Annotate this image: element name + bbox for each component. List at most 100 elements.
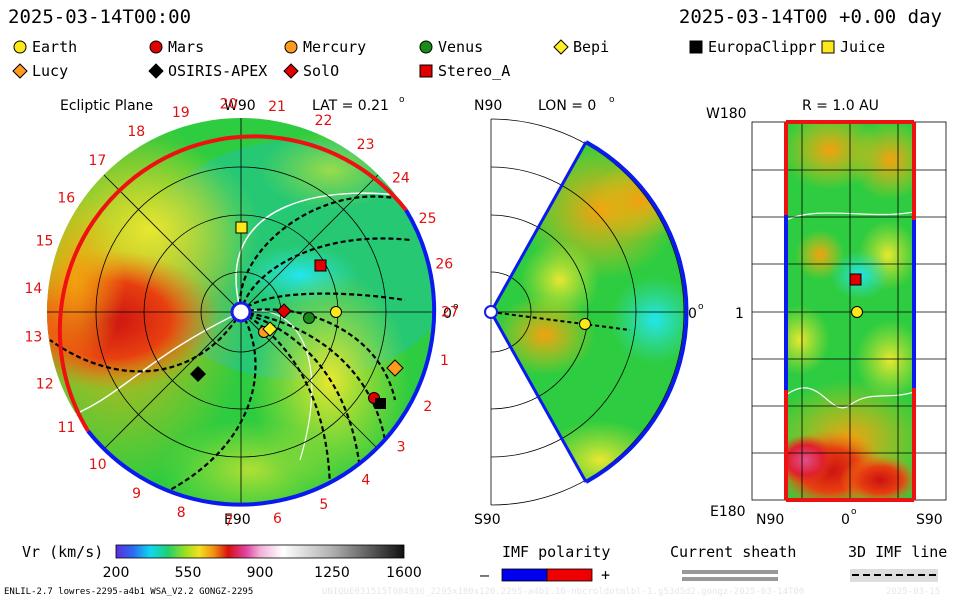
day-label: 10 bbox=[89, 457, 107, 473]
day-label: 11 bbox=[58, 420, 76, 436]
run-id-watermark: UNIQUE031515T084936_2295x180x120.2295-a4… bbox=[322, 587, 805, 597]
day-label: 14 bbox=[24, 281, 42, 297]
day-label: 18 bbox=[127, 124, 145, 140]
osiris-apex-marker bbox=[190, 366, 206, 382]
earth-marker-radial bbox=[851, 306, 863, 318]
juice-marker bbox=[235, 221, 248, 234]
velocity-colorbar: 200 550 900 1250 1600 bbox=[103, 544, 422, 581]
bepi-marker bbox=[262, 321, 278, 337]
meridional-lon-label: LON = 0 bbox=[538, 98, 596, 114]
day-label: 19 bbox=[172, 105, 190, 121]
diamond-marker-icon bbox=[553, 39, 569, 55]
lucy-marker bbox=[386, 359, 404, 377]
meridional-heatmap bbox=[491, 142, 687, 482]
meridional-bottom-label: S90 bbox=[474, 512, 501, 528]
diamond-marker-icon bbox=[283, 63, 299, 79]
earth-marker bbox=[330, 306, 342, 318]
radial-x-left-label: N90 bbox=[756, 512, 784, 528]
sun-icon bbox=[230, 301, 252, 323]
legend-label: Stereo_A bbox=[438, 62, 511, 80]
day-label: 8 bbox=[177, 505, 186, 521]
legend-label: SolO bbox=[303, 62, 340, 80]
day-label: 12 bbox=[36, 377, 54, 393]
legend-item-stereo-a: Stereo_A bbox=[418, 62, 510, 80]
radial-x-mid-label: 0 bbox=[841, 512, 850, 528]
legend-item-lucy: Lucy bbox=[12, 62, 68, 80]
radial-panel: W180 R = 1.0 AU 1 E180 N90 0 o S90 bbox=[706, 98, 947, 528]
diamond-marker-icon bbox=[12, 63, 28, 79]
colorbar-tick-label: 900 bbox=[247, 565, 274, 581]
meridional-lon-degree: o bbox=[609, 95, 615, 105]
stereo-a-marker bbox=[314, 259, 327, 272]
legend-item-venus: Venus bbox=[418, 38, 483, 56]
legend-item-europaclippr: EuropaClippr bbox=[688, 38, 816, 56]
imf3d-swatch bbox=[850, 569, 938, 582]
colorbar-tick-label: 200 bbox=[103, 565, 130, 581]
day-label: 21 bbox=[268, 99, 286, 115]
right-timestamp: 2025-03-14T00 +0.00 day bbox=[678, 6, 942, 28]
circle-marker-icon bbox=[284, 40, 298, 54]
sun-icon-meridional bbox=[484, 305, 498, 319]
meridional-boundary bbox=[585, 140, 689, 484]
legend-label: Mercury bbox=[303, 38, 367, 56]
day-label: 16 bbox=[57, 190, 75, 206]
day-label: 5 bbox=[319, 497, 328, 513]
legend-item-mercury: Mercury bbox=[283, 38, 366, 56]
solo-marker bbox=[276, 303, 292, 319]
ecliptic-boundary-positive bbox=[57, 134, 408, 433]
day-label: 22 bbox=[315, 113, 333, 129]
radial-r-label: R = 1.0 AU bbox=[802, 98, 879, 114]
colorbar-tick-label: 1600 bbox=[386, 565, 422, 581]
legend-label: Earth bbox=[32, 38, 78, 56]
day-label: 2 bbox=[423, 399, 432, 415]
day-label: 27 bbox=[441, 305, 459, 321]
imf-polarity-label: IMF polarity bbox=[502, 543, 611, 561]
ecliptic-title: Ecliptic Plane bbox=[60, 98, 153, 114]
ecliptic-objects bbox=[190, 221, 404, 409]
circle-marker-icon bbox=[13, 40, 27, 54]
europaclipper-marker bbox=[375, 398, 386, 409]
ecliptic-lat-degree: o bbox=[399, 95, 405, 105]
diamond-marker-icon bbox=[148, 63, 164, 79]
imf-polarity-swatch bbox=[501, 568, 593, 582]
ecliptic-right-label: 0 bbox=[443, 306, 452, 322]
legend-label: EuropaClippr bbox=[708, 38, 817, 56]
day-label: 15 bbox=[36, 234, 54, 250]
stereo-a-marker-radial bbox=[849, 273, 862, 286]
circle-marker-icon bbox=[419, 40, 433, 54]
meridional-top-label: N90 bbox=[474, 98, 502, 114]
day-label: 7 bbox=[224, 514, 233, 530]
day-label: 24 bbox=[392, 170, 410, 186]
square-marker-icon bbox=[821, 40, 835, 54]
legend-item-earth: Earth bbox=[12, 38, 77, 56]
day-label: 4 bbox=[361, 473, 370, 489]
legend-item-solo: SolO bbox=[283, 62, 339, 80]
legend-item-bepi: Bepi bbox=[553, 38, 609, 56]
radial-top-label: W180 bbox=[706, 106, 747, 122]
ecliptic-panel: Ecliptic Plane W90 LAT = 0.21 o 0 o E90 … bbox=[24, 95, 459, 530]
ecliptic-boundary-negative bbox=[86, 208, 437, 507]
day-label: 20 bbox=[220, 96, 238, 112]
ecliptic-lat-label: LAT = 0.21 bbox=[312, 98, 389, 114]
day-label: 13 bbox=[24, 329, 42, 345]
meridional-right-label: 0 bbox=[688, 306, 697, 322]
legend-label: Bepi bbox=[573, 38, 610, 56]
imf3d-label: 3D IMF line bbox=[848, 543, 948, 561]
radial-x-right-label: S90 bbox=[916, 512, 943, 528]
colorbar-tick-label: 1250 bbox=[314, 565, 350, 581]
square-marker-icon bbox=[419, 64, 433, 78]
legend-label: Juice bbox=[840, 38, 886, 56]
radial-mid-label: 1 bbox=[735, 306, 744, 322]
legend-item-osiris-apex: OSIRIS-APEX bbox=[148, 62, 267, 80]
left-timestamp: 2025-03-14T00:00 bbox=[8, 6, 192, 28]
radial-bottom-left-label: E180 bbox=[710, 504, 746, 520]
circle-marker-icon bbox=[149, 40, 163, 54]
meridional-right-degree: o bbox=[698, 302, 704, 312]
current-sheath-swatch bbox=[682, 570, 778, 581]
colorbar-label: Vr (km/s) bbox=[22, 543, 104, 561]
meridional-panel: N90 LON = 0 o 0 o S90 bbox=[474, 95, 704, 528]
colorbar-tick-label: 550 bbox=[175, 565, 202, 581]
day-label: 26 bbox=[435, 257, 453, 273]
legend-label: Mars bbox=[168, 38, 205, 56]
